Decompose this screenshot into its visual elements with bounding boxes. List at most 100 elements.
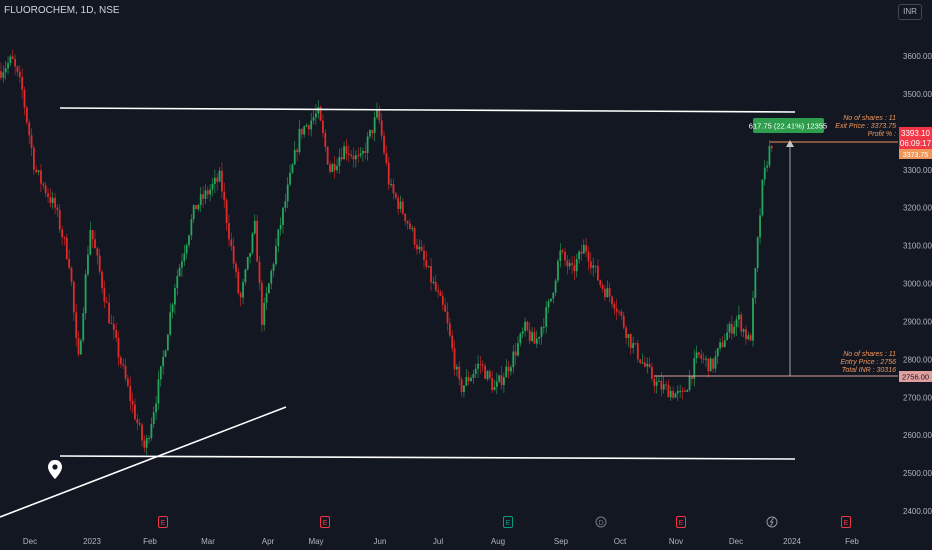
candle: [223, 182, 226, 208]
candle: [296, 147, 298, 161]
price-axis[interactable]: [898, 0, 932, 550]
candle: [552, 292, 555, 304]
candle: [272, 261, 275, 277]
candle: [658, 375, 660, 382]
candle: [491, 370, 494, 393]
candle: [265, 286, 268, 310]
candle: [425, 251, 428, 270]
candle: [387, 157, 390, 190]
candle: [728, 321, 731, 339]
candle: [174, 283, 176, 314]
candle: [714, 350, 717, 373]
candle: [533, 327, 536, 344]
candle: [693, 349, 696, 387]
price-tick-label: 3200.00: [903, 204, 932, 213]
candle: [371, 129, 374, 139]
candle: [23, 86, 26, 116]
event-marker-e[interactable]: E: [676, 516, 686, 528]
candle: [470, 375, 472, 382]
candle: [423, 243, 425, 269]
candle: [517, 336, 519, 357]
candle: [573, 255, 576, 280]
candle: [230, 232, 233, 252]
candle: [216, 173, 219, 191]
price-tick-label: 3100.00: [903, 242, 932, 251]
currency-button[interactable]: INR: [898, 4, 922, 20]
measure-arrowhead: [786, 140, 794, 147]
candle: [253, 214, 256, 236]
resistance-trendline[interactable]: [59, 107, 796, 113]
candle: [376, 102, 378, 120]
candle: [221, 162, 223, 199]
candle: [392, 178, 395, 200]
candle: [571, 256, 573, 274]
price-tick-label: 2400.00: [903, 507, 932, 516]
candle: [141, 423, 143, 447]
candle: [646, 357, 649, 374]
profit-box[interactable]: 617.75 (22.41%) 12355: [749, 118, 827, 133]
candle: [134, 398, 136, 421]
candle: [157, 370, 160, 410]
candle: [87, 246, 89, 277]
candle: [540, 325, 543, 345]
candle: [648, 357, 651, 369]
candle: [763, 159, 766, 186]
candle: [148, 435, 150, 444]
price-tick-label: 2600.00: [903, 431, 932, 440]
event-marker-e[interactable]: E: [158, 516, 168, 528]
candle: [293, 140, 296, 166]
exit-annotation-line-1: No of shares : 11: [843, 115, 896, 122]
exit-annotation: No of shares : 11 Exit Price : 3373.75 P…: [835, 115, 896, 138]
time-tick-label: Nov: [669, 537, 683, 546]
map-pin-icon[interactable]: [48, 460, 62, 479]
entry-annotation-line-2: Entry Price : 2756: [840, 359, 896, 366]
candle: [127, 374, 129, 388]
candle: [188, 234, 190, 248]
event-marker-e[interactable]: E: [503, 516, 513, 528]
candle: [712, 358, 714, 374]
candle: [51, 191, 54, 209]
event-marker-letter: E: [323, 520, 328, 527]
candle: [190, 214, 193, 240]
candle: [453, 340, 456, 376]
candle: [47, 188, 49, 203]
candle: [268, 282, 270, 294]
rising-trendline[interactable]: [0, 406, 287, 518]
candle: [117, 330, 120, 366]
candle: [451, 330, 454, 353]
candle: [4, 61, 7, 80]
support-trendline[interactable]: [59, 455, 796, 460]
candle: [14, 54, 16, 76]
candle: [30, 128, 33, 157]
candle: [289, 164, 291, 187]
candle: [65, 233, 68, 261]
event-marker-d[interactable]: D: [595, 516, 607, 528]
event-marker-letter: D: [598, 520, 603, 527]
candle: [82, 307, 85, 343]
candle: [150, 417, 153, 441]
exit-price-label: 3373.75: [899, 149, 932, 159]
candle: [618, 310, 620, 316]
candle: [747, 331, 750, 341]
candle: [608, 282, 611, 303]
event-marker-e[interactable]: E: [841, 516, 851, 528]
candle: [338, 148, 341, 174]
candle: [738, 305, 740, 328]
candle: [329, 161, 331, 174]
candle: [580, 244, 583, 261]
candle: [291, 163, 294, 174]
candle: [702, 352, 705, 364]
event-marker-e[interactable]: E: [320, 516, 330, 528]
candle: [679, 384, 682, 398]
candle: [542, 318, 545, 334]
event-marker-split[interactable]: [766, 516, 778, 528]
candle: [745, 325, 747, 345]
candle: [752, 291, 754, 347]
candle: [460, 376, 463, 397]
candle: [312, 110, 315, 125]
candle: [354, 150, 357, 168]
candle: [336, 158, 338, 174]
candle: [129, 376, 132, 411]
candle: [754, 267, 757, 304]
